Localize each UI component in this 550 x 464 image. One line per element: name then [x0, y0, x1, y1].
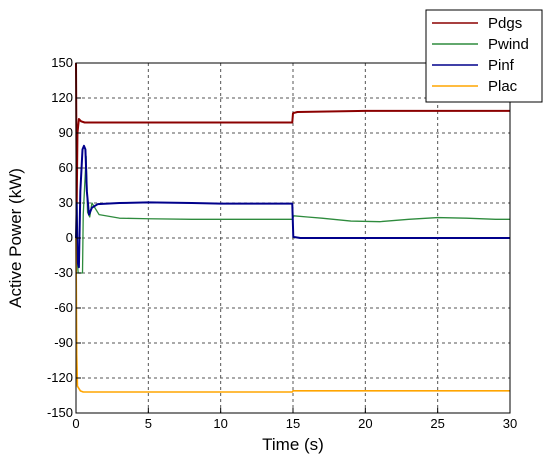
- y-axis-title: Active Power (kW): [6, 168, 25, 308]
- y-tick-label: -60: [54, 300, 73, 315]
- y-tick-label: -30: [54, 265, 73, 280]
- y-tick-label: 90: [59, 125, 73, 140]
- series-line-pinf: [75, 144, 510, 269]
- y-tick-label: 30: [59, 195, 73, 210]
- y-tick-label: -120: [47, 370, 73, 385]
- legend-label-pdgs: Pdgs: [488, 15, 522, 32]
- legend-label-plac: Plac: [488, 78, 518, 95]
- x-tick-label: 20: [358, 416, 372, 431]
- legend-label-pwind: Pwind: [488, 36, 529, 53]
- y-tick-label: 0: [66, 230, 73, 245]
- x-tick-label: 10: [213, 416, 227, 431]
- x-tick-label: 15: [286, 416, 300, 431]
- x-tick-label: 25: [430, 416, 444, 431]
- y-tick-label: -90: [54, 335, 73, 350]
- y-tick-label: -150: [47, 405, 73, 420]
- y-tick-label: 60: [59, 160, 73, 175]
- y-tick-label: 120: [51, 90, 73, 105]
- series-line-plac: [75, 237, 510, 393]
- series-line-pdgs: [75, 62, 510, 204]
- x-axis-title: Time (s): [262, 435, 324, 454]
- axis-ticks: 0 5 10 15 20 25 30 150 120 90 60 30 0 -30 -60 -90 -120 -1…: [47, 55, 517, 431]
- legend: Pdgs Pwind Pinf Plac: [425, 9, 543, 103]
- x-tick-label: 5: [145, 416, 152, 431]
- x-tick-label: 0: [72, 416, 79, 431]
- y-tick-label: 150: [51, 55, 73, 70]
- x-tick-label: 30: [503, 416, 517, 431]
- legend-label-pinf: Pinf: [488, 57, 515, 74]
- series-line-pwind: [75, 155, 510, 274]
- series-lines: [75, 62, 510, 393]
